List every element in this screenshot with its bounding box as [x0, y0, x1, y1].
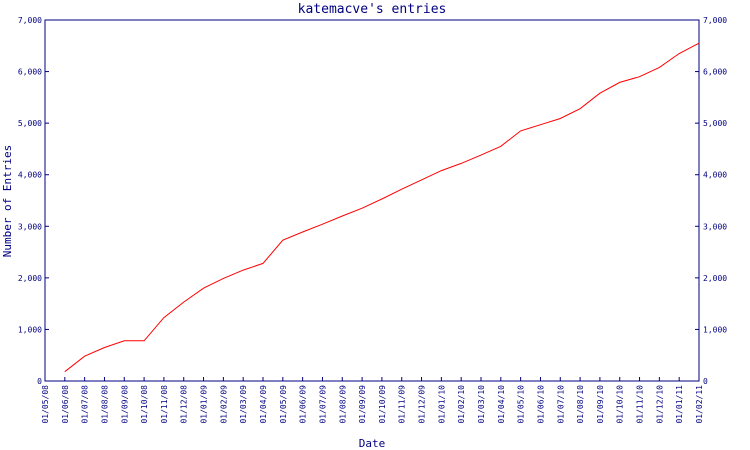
x-tick-label: 01/06/10: [536, 385, 545, 424]
x-tick-label: 01/05/08: [41, 385, 50, 424]
x-tick-label: 01/10/08: [140, 385, 149, 424]
y-axis-label: Number of Entries: [1, 145, 14, 258]
x-tick-label: 01/12/10: [655, 385, 664, 424]
x-tick-label: 01/09/08: [120, 385, 129, 424]
y-axis-left: 0 1,000 2,000 3,000 4,000 5,000 6,000 7,000: [18, 16, 49, 386]
plot-area: [44, 19, 700, 382]
x-tick-label: 01/03/10: [477, 385, 486, 424]
y-tick-label-left: 6,000: [18, 68, 42, 77]
y-tick-label-left: 5,000: [18, 119, 42, 128]
y-tick-label-left: 3,000: [18, 222, 42, 231]
x-tick-label: 01/10/09: [378, 385, 387, 424]
chart-title: katemacve's entries: [298, 2, 447, 17]
x-tick-label: 01/05/10: [517, 385, 526, 424]
x-tick-label: 01/07/10: [556, 385, 565, 424]
x-tick-label: 01/05/09: [279, 385, 288, 424]
x-tick-label: 01/08/08: [100, 385, 109, 424]
x-tick-label: 01/03/09: [239, 385, 248, 424]
x-tick-label: 01/11/08: [160, 385, 169, 424]
x-tick-label: 01/11/10: [636, 385, 645, 424]
y-tick-label-right: 5,000: [703, 119, 727, 128]
x-tick-label: 01/01/09: [200, 385, 209, 424]
x-tick-label: 01/04/10: [497, 385, 506, 424]
x-tick-label: 01/02/11: [695, 385, 704, 424]
y-tick-label-right: 4,000: [703, 171, 727, 180]
x-tick-label: 01/02/10: [457, 385, 466, 424]
y-axis-right: 0 1,000 2,000 3,000 4,000 5,000 6,000 7,000: [695, 16, 727, 386]
series-line: [64, 42, 700, 373]
y-tick-label-right: 1,000: [703, 325, 727, 334]
y-tick-label-right: 6,000: [703, 68, 727, 77]
x-tick-label: 01/11/09: [398, 385, 407, 424]
x-tick-label: 01/06/08: [61, 385, 70, 424]
x-tick-label: 01/07/08: [81, 385, 90, 424]
y-tick-label-left: 7,000: [18, 16, 42, 25]
x-tick-label: 01/01/11: [675, 385, 684, 424]
y-tick-label-left: 4,000: [18, 171, 42, 180]
x-tick-label: 01/08/10: [576, 385, 585, 424]
x-tick-label: 01/12/08: [180, 385, 189, 424]
x-tick-label: 01/10/10: [616, 385, 625, 424]
y-tick-label-left: 1,000: [18, 325, 42, 334]
series-layer: [64, 42, 700, 373]
x-tick-label: 01/04/09: [259, 385, 268, 424]
y-tick-label-left: 2,000: [18, 274, 42, 283]
x-tick-label: 01/09/09: [358, 385, 367, 424]
y-tick-label-right: 2,000: [703, 274, 727, 283]
y-tick-label-right: 3,000: [703, 222, 727, 231]
x-tick-label: 01/01/10: [437, 385, 446, 424]
x-axis-label: Date: [359, 437, 386, 450]
y-tick-label-right: 0: [703, 377, 708, 386]
y-tick-label-right: 7,000: [703, 16, 727, 25]
x-tick-label: 01/12/09: [418, 385, 427, 424]
x-tick-label: 01/07/09: [318, 385, 327, 424]
x-tick-label: 01/02/09: [219, 385, 228, 424]
y-tick-label-left: 0: [37, 377, 42, 386]
x-tick-label: 01/08/09: [338, 385, 347, 424]
x-axis: 01/05/08 01/06/08 01/07/08 01/08/08 01/09/08…: [41, 377, 704, 424]
x-tick-label: 01/09/10: [596, 385, 605, 424]
x-tick-label: 01/06/09: [299, 385, 308, 424]
